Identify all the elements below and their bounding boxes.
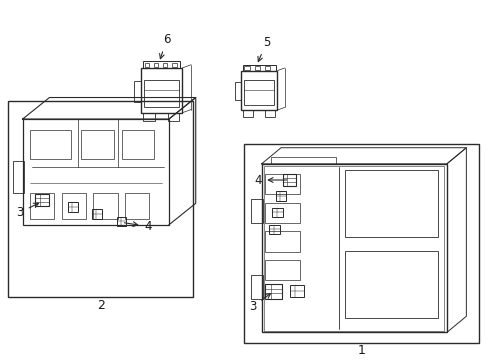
- Bar: [265, 260, 299, 280]
- Bar: [265, 284, 282, 299]
- Bar: [68, 202, 78, 212]
- Bar: [264, 66, 269, 70]
- Bar: [30, 130, 71, 159]
- Bar: [167, 113, 179, 121]
- Bar: [265, 231, 299, 252]
- Bar: [30, 193, 54, 220]
- Bar: [81, 130, 114, 159]
- Bar: [145, 63, 149, 67]
- Bar: [134, 81, 141, 102]
- Bar: [8, 101, 193, 297]
- Text: 4: 4: [124, 220, 152, 233]
- Bar: [141, 68, 182, 113]
- Bar: [344, 170, 437, 237]
- Bar: [92, 210, 102, 219]
- Bar: [117, 217, 126, 226]
- Text: 6: 6: [159, 33, 170, 59]
- Bar: [242, 110, 252, 117]
- Bar: [282, 174, 296, 186]
- Bar: [163, 63, 167, 67]
- Bar: [13, 161, 23, 193]
- Bar: [264, 110, 274, 117]
- Bar: [250, 275, 263, 299]
- Bar: [154, 63, 158, 67]
- Text: 2: 2: [97, 299, 104, 312]
- Text: 3: 3: [17, 203, 39, 219]
- Text: 5: 5: [258, 36, 269, 62]
- Bar: [270, 157, 335, 164]
- Bar: [35, 194, 49, 206]
- Bar: [244, 80, 274, 105]
- Bar: [61, 193, 86, 220]
- Bar: [22, 119, 168, 225]
- Bar: [264, 166, 444, 330]
- Bar: [242, 65, 275, 71]
- Bar: [254, 66, 259, 70]
- Text: 3: 3: [248, 293, 270, 313]
- Bar: [275, 192, 286, 201]
- Text: 4: 4: [254, 174, 286, 186]
- Bar: [93, 193, 118, 220]
- Bar: [261, 164, 446, 332]
- Bar: [265, 174, 299, 194]
- Bar: [250, 199, 263, 223]
- Bar: [125, 193, 149, 220]
- Bar: [269, 225, 280, 234]
- Bar: [142, 62, 180, 68]
- Bar: [244, 144, 478, 343]
- Bar: [144, 81, 179, 107]
- Bar: [241, 71, 277, 110]
- Bar: [235, 82, 241, 100]
- Bar: [272, 208, 283, 217]
- Bar: [265, 203, 299, 223]
- Bar: [142, 113, 154, 121]
- Bar: [122, 130, 154, 159]
- Bar: [172, 63, 176, 67]
- Text: 1: 1: [357, 344, 365, 357]
- Bar: [289, 285, 303, 297]
- Bar: [244, 66, 249, 70]
- Bar: [344, 251, 437, 318]
